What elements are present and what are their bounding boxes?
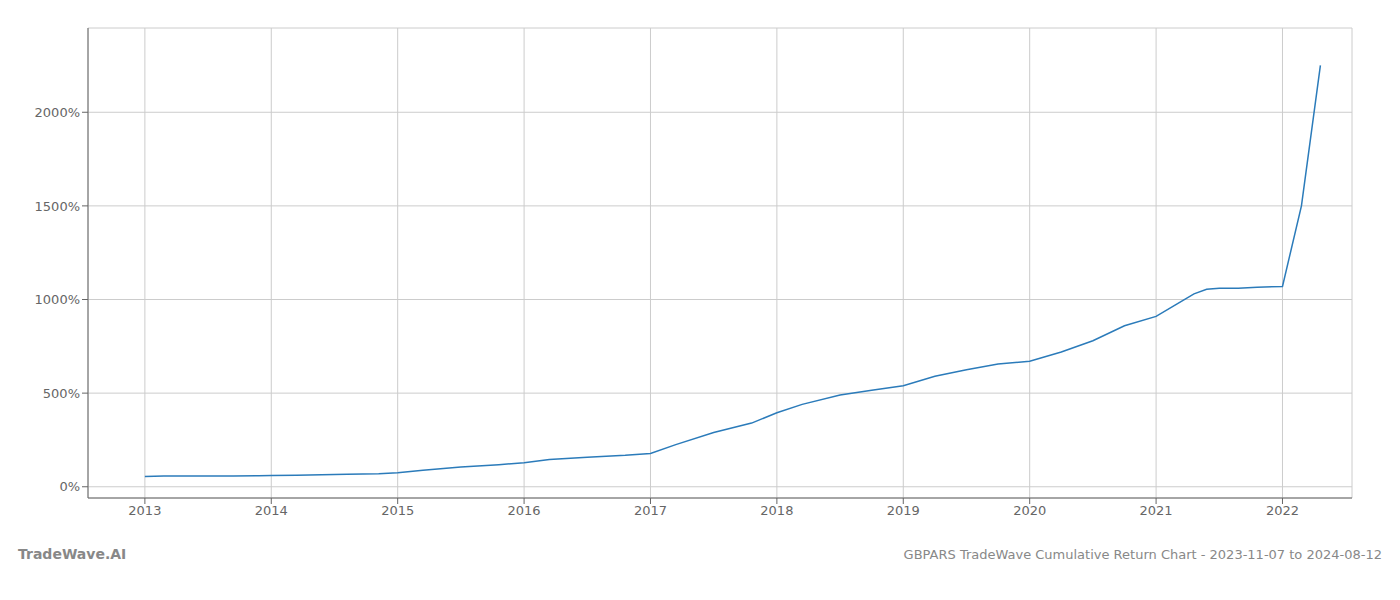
svg-text:2017: 2017 (634, 503, 667, 518)
svg-text:2018: 2018 (760, 503, 793, 518)
svg-text:2022: 2022 (1266, 503, 1299, 518)
svg-text:1000%: 1000% (35, 292, 80, 307)
svg-text:0%: 0% (59, 479, 80, 494)
svg-text:2016: 2016 (508, 503, 541, 518)
svg-text:2000%: 2000% (35, 105, 80, 120)
svg-text:2019: 2019 (887, 503, 920, 518)
html-text:TradeWave.AI: TradeWave.AI (18, 546, 127, 562)
svg-text:1500%: 1500% (35, 199, 80, 214)
svg-text:2021: 2021 (1140, 503, 1173, 518)
svg-text:2020: 2020 (1013, 503, 1046, 518)
svg-text:2015: 2015 (381, 503, 414, 518)
html-text:GBPARS TradeWave Cumulative Re: GBPARS TradeWave Cumulative Return Chart… (903, 547, 1382, 562)
svg-text:2014: 2014 (255, 503, 288, 518)
svg-text:500%: 500% (43, 386, 80, 401)
svg-text:2013: 2013 (128, 503, 161, 518)
